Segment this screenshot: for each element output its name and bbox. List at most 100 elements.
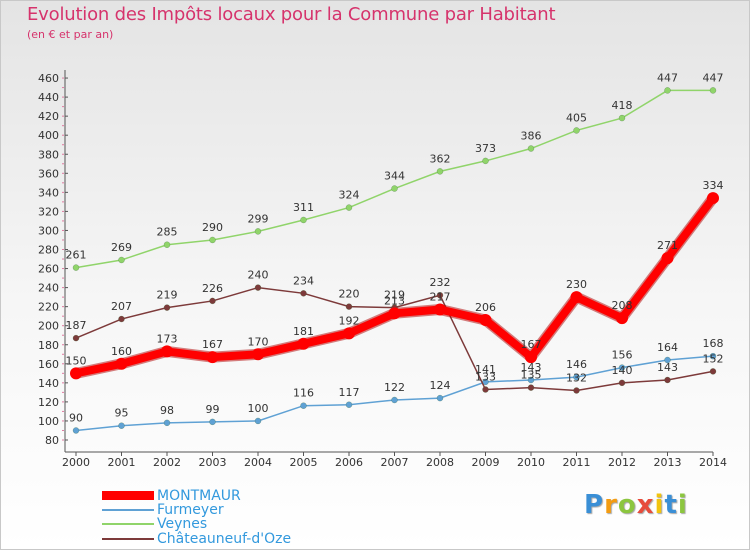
data-label-veynes: 299 (248, 212, 269, 225)
legend-label-veynes: Veynes (157, 515, 208, 532)
data-label-veynes: 373 (475, 142, 496, 155)
legend-item-chateauneuf: Châteauneuf-d'Oze (102, 531, 291, 546)
data-point-furmeyer (254, 417, 262, 425)
data-label-furmeyer: 90 (69, 411, 83, 424)
x-tick-label: 2002 (153, 456, 181, 469)
x-tick-label: 2000 (62, 456, 90, 469)
y-tick-label: 240 (38, 282, 59, 295)
data-point-montmaur (70, 367, 82, 380)
data-point-furmeyer (300, 402, 307, 409)
data-label-chateauneuf-d-oze: 234 (293, 274, 314, 287)
data-label-montmaur: 217 (430, 291, 451, 304)
data-label-furmeyer: 98 (160, 404, 174, 417)
x-tick-label: 2011 (563, 456, 591, 469)
data-point-montmaur (115, 357, 128, 370)
data-label-veynes: 261 (66, 249, 87, 262)
legend-swatch-veynes (102, 522, 154, 525)
data-label-chateauneuf-d-oze: 187 (66, 319, 87, 332)
y-tick-label: 340 (38, 186, 59, 199)
data-label-furmeyer: 95 (115, 407, 129, 420)
data-point-furmeyer (163, 419, 171, 427)
data-label-montmaur: 213 (384, 294, 405, 307)
logo-letter: r (604, 490, 618, 520)
data-point-chateauneuf-d-oze (664, 376, 671, 384)
x-tick-label: 2007 (381, 456, 409, 469)
data-label-furmeyer: 143 (521, 361, 542, 374)
data-label-montmaur: 167 (521, 338, 542, 351)
data-point-veynes (163, 241, 171, 248)
series-shadow-montmaur (70, 192, 719, 379)
chart-subtitle: (en € et par an) (27, 28, 114, 41)
data-point-chateauneuf-d-oze (527, 384, 535, 391)
data-label-veynes: 418 (612, 99, 633, 112)
y-tick-label: 140 (38, 377, 59, 390)
data-point-veynes (72, 264, 80, 271)
data-label-furmeyer: 100 (248, 402, 269, 415)
chart-title: Evolution des Impôts locaux pour la Comm… (27, 4, 556, 25)
data-point-furmeyer (391, 396, 398, 404)
data-point-montmaur (525, 351, 537, 364)
data-label-furmeyer: 99 (206, 403, 220, 416)
data-label-chateauneuf-d-oze: 207 (111, 300, 132, 313)
data-label-montmaur: 271 (657, 239, 678, 252)
logo-letter: i (677, 490, 688, 520)
data-label-veynes: 269 (111, 241, 132, 254)
data-point-chateauneuf-d-oze (300, 290, 307, 297)
y-tick-label: 360 (38, 167, 59, 180)
legend-swatch-montmaur (102, 491, 154, 500)
y-tick-label: 80 (45, 434, 59, 447)
legend-item-montmaur: MONTMAUR (102, 488, 241, 503)
data-point-montmaur (206, 351, 219, 364)
data-label-chateauneuf-d-oze: 219 (157, 289, 178, 302)
data-label-montmaur: 167 (202, 338, 223, 351)
data-label-chateauneuf-d-oze: 226 (202, 282, 223, 295)
data-point-veynes (482, 157, 489, 165)
data-point-furmeyer (345, 401, 353, 408)
y-tick-label: 320 (38, 205, 59, 218)
data-label-veynes: 311 (293, 201, 314, 214)
data-label-furmeyer: 117 (339, 386, 360, 399)
data-label-chateauneuf-d-oze: 143 (657, 361, 678, 374)
data-point-montmaur (661, 252, 674, 265)
data-label-montmaur: 160 (111, 345, 132, 358)
data-label-chateauneuf-d-oze: 135 (521, 369, 542, 382)
data-point-veynes (573, 127, 580, 134)
data-point-chateauneuf-d-oze (482, 386, 489, 393)
y-tick-label: 280 (38, 244, 59, 257)
data-point-veynes (118, 256, 125, 264)
data-label-veynes: 344 (384, 170, 405, 183)
data-label-veynes: 447 (703, 71, 724, 84)
data-label-veynes: 386 (521, 130, 542, 143)
data-label-chateauneuf-d-oze: 133 (475, 371, 496, 384)
data-point-furmeyer (618, 364, 626, 371)
data-point-montmaur (252, 348, 264, 361)
data-label-veynes: 290 (202, 221, 223, 234)
data-label-furmeyer: 156 (612, 349, 633, 362)
data-label-montmaur: 170 (248, 335, 269, 348)
data-point-chateauneuf-d-oze (573, 387, 580, 394)
y-tick-label: 120 (38, 396, 59, 409)
x-tick-label: 2013 (654, 456, 682, 469)
x-tick-label: 2014 (699, 456, 727, 469)
data-label-montmaur: 192 (339, 314, 360, 327)
logo-letter: t (664, 490, 678, 520)
legend-swatch-furmeyer (102, 508, 154, 511)
data-label-veynes: 362 (430, 152, 451, 165)
y-tick-label: 260 (38, 263, 59, 276)
x-tick-label: 2009 (472, 456, 500, 469)
data-point-furmeyer (436, 394, 444, 402)
x-tick-label: 2006 (335, 456, 363, 469)
data-label-chateauneuf-d-oze: 232 (430, 276, 451, 289)
x-tick-label: 2005 (290, 456, 318, 469)
y-tick-label: 400 (38, 129, 59, 142)
data-label-veynes: 324 (339, 189, 360, 202)
y-tick-label: 440 (38, 91, 59, 104)
data-point-chateauneuf-d-oze (436, 292, 444, 299)
data-point-chateauneuf-d-oze (254, 284, 262, 291)
data-label-chateauneuf-d-oze: 220 (339, 288, 360, 301)
data-point-montmaur (297, 337, 310, 350)
data-point-montmaur (707, 192, 719, 205)
data-point-montmaur (570, 291, 583, 304)
data-label-montmaur: 208 (612, 299, 633, 312)
